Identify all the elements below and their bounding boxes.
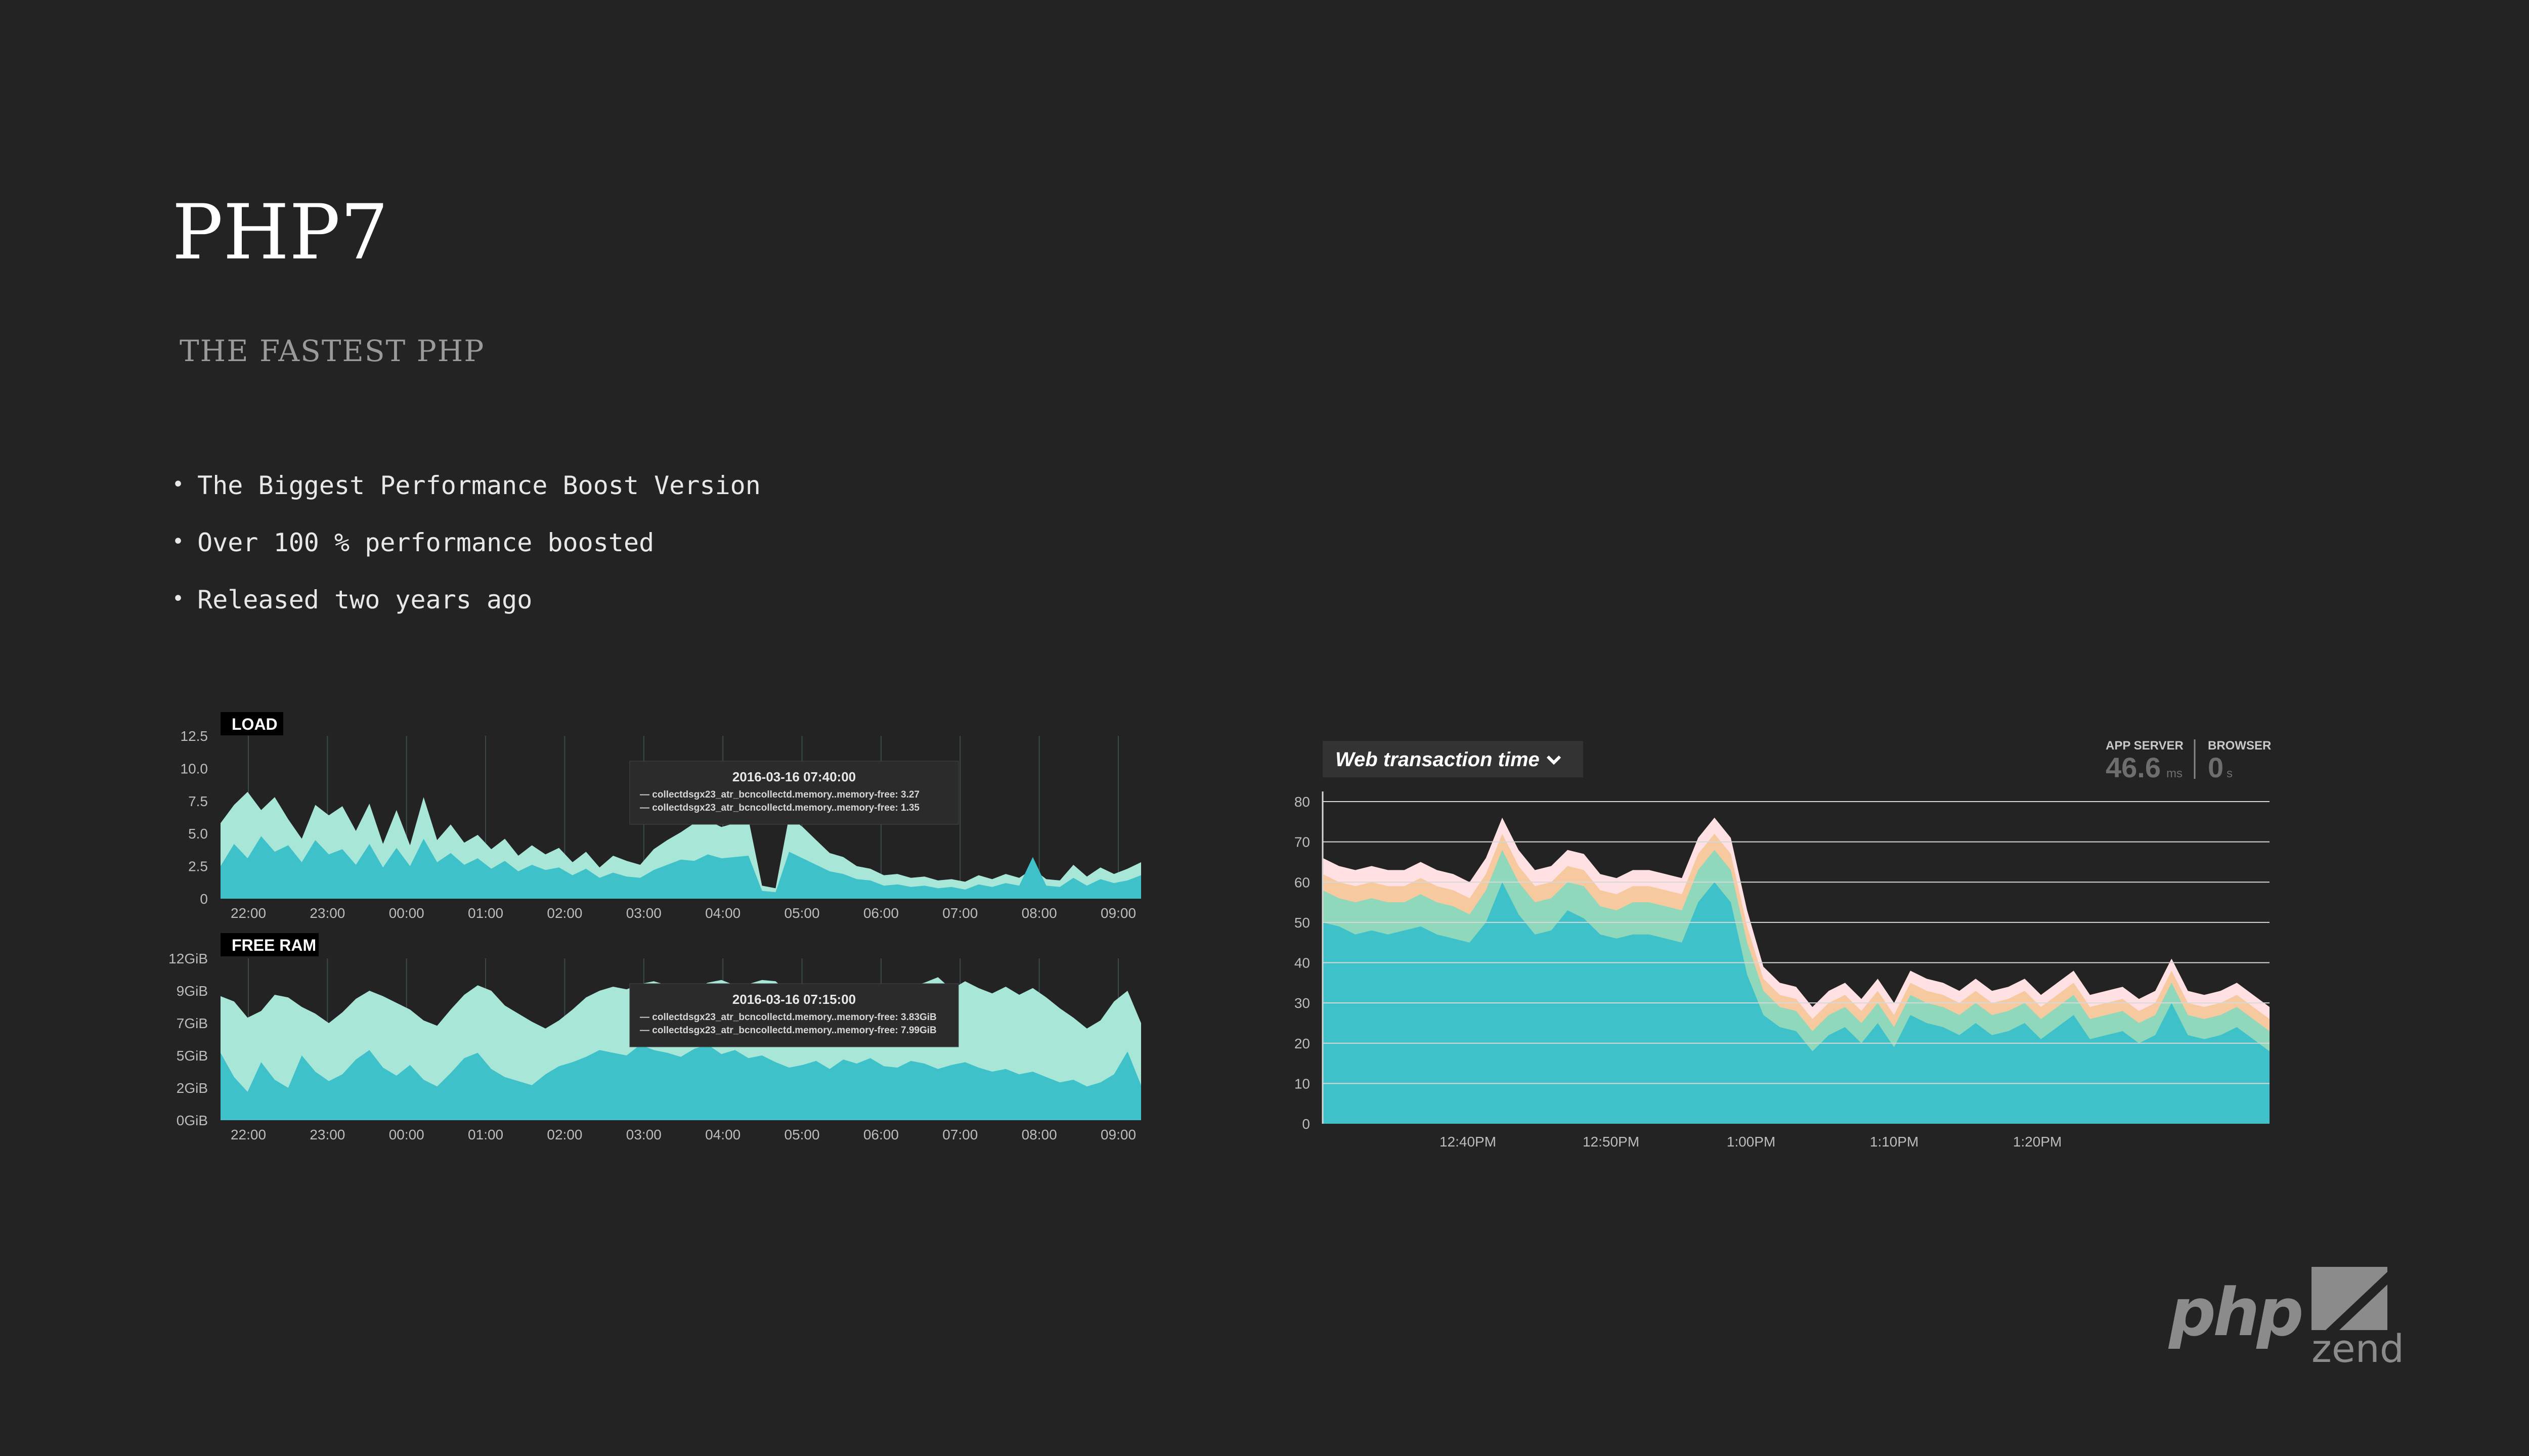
ram-x-tick: 22:00 <box>231 1127 266 1142</box>
web-transaction-x-tick: 1:10PM <box>1870 1134 1919 1150</box>
web-transaction-x-tick: 12:40PM <box>1440 1134 1496 1150</box>
zend-logo-mark <box>2312 1267 2387 1330</box>
ram-x-tick: 05:00 <box>784 1127 820 1142</box>
ram-tooltip-row: — collectdsgx23_atr_bcncollectd.memory..… <box>640 1025 937 1036</box>
ram-chart: FREE RAM 0GiB 2GiB 5GiB 7GiB 9GiB 12GiB 22:00… <box>168 933 1141 1142</box>
load-tooltip-box <box>629 761 959 825</box>
ram-x-tick: 03:00 <box>626 1127 662 1142</box>
web-transaction-dropdown[interactable] <box>1323 741 1583 777</box>
zend-logo-text: zend <box>2312 1326 2404 1371</box>
stat-app-server-unit: ms <box>2166 767 2183 780</box>
php-logo: php <box>2168 1274 2304 1351</box>
web-transaction-y-tick: 0 <box>1302 1116 1310 1132</box>
bullet-item: The Biggest Performance Boost Version <box>172 465 761 522</box>
bullet-list: The Biggest Performance Boost Version Ov… <box>172 465 761 637</box>
ram-x-tick: 02:00 <box>547 1127 582 1142</box>
ram-x-tick: 08:00 <box>1022 1127 1057 1142</box>
ram-tooltip-row: — collectdsgx23_atr_bcncollectd.memory..… <box>640 1012 937 1023</box>
web-transaction-y-tick: 60 <box>1294 874 1310 890</box>
load-tooltip: 2016-03-16 07:40:00 — collectdsgx23_atr_… <box>629 761 959 825</box>
load-x-tick: 04:00 <box>705 905 740 921</box>
ram-y-tick: 5GiB <box>177 1048 208 1064</box>
stat-app-server-value: 46.6 <box>2106 752 2161 783</box>
slide-title: PHP7 <box>172 189 389 277</box>
ram-tooltip-box <box>629 983 959 1047</box>
web-transaction-y-tick: 40 <box>1294 955 1310 971</box>
ram-y-tick: 0GiB <box>177 1113 208 1128</box>
load-y-tick: 2.5 <box>188 859 208 874</box>
load-y-tick: 12.5 <box>181 728 208 744</box>
load-y-tick: 5.0 <box>188 826 208 842</box>
web-transaction-x-tick: 1:00PM <box>1727 1134 1776 1150</box>
web-transaction-y-tick: 50 <box>1294 915 1310 931</box>
ram-x-tick: 00:00 <box>389 1127 424 1142</box>
load-x-tick: 01:00 <box>468 905 503 921</box>
load-x-tick: 02:00 <box>547 905 582 921</box>
load-y-tick: 0 <box>200 891 208 907</box>
bullet-item: Released two years ago <box>172 580 761 637</box>
web-transaction-title: Web transaction time <box>1335 748 1540 771</box>
web-transaction-y-tick: 20 <box>1294 1036 1310 1051</box>
slide-subtitle: THE FASTEST PHP <box>180 334 485 368</box>
web-transaction-x-tick: 12:50PM <box>1583 1134 1639 1150</box>
stat-app-server-label: APP SERVER <box>2106 739 2184 753</box>
ram-series-2-area <box>221 1044 1141 1120</box>
web-transaction-y-tick: 70 <box>1294 834 1310 850</box>
load-x-tick: 22:00 <box>231 905 266 921</box>
ram-chart-title: FREE RAM <box>232 936 316 954</box>
ram-y-tick: 12GiB <box>168 951 208 966</box>
web-transaction-chart: Web transaction time APP SERVER 46.6 ms … <box>1294 739 2272 1150</box>
load-x-tick: 06:00 <box>863 905 899 921</box>
web-transaction-y-tick: 30 <box>1294 995 1310 1011</box>
load-y-tick: 10.0 <box>181 761 208 776</box>
load-tooltip-row: — collectdsgx23_atr_bcncollectd.memory..… <box>640 789 920 800</box>
load-x-tick: 05:00 <box>784 905 820 921</box>
load-x-tick: 09:00 <box>1101 905 1136 921</box>
ram-x-tick: 06:00 <box>863 1127 899 1142</box>
ram-tooltip-title: 2016-03-16 07:15:00 <box>732 992 856 1007</box>
load-series-2-area <box>221 836 1141 899</box>
ram-y-tick: 2GiB <box>177 1080 208 1096</box>
web-transaction-x-tick: 1:20PM <box>2013 1134 2062 1150</box>
load-chart-title: LOAD <box>232 715 278 733</box>
zend-logo: zend <box>2312 1267 2404 1371</box>
load-chart-title-chip <box>221 712 283 735</box>
load-y-tick: 7.5 <box>188 793 208 809</box>
load-x-tick: 07:00 <box>942 905 978 921</box>
load-chart: LOAD 0 2.5 5.0 7.5 10.0 12.5 22:00 23:00 00:00 0… <box>181 712 1141 921</box>
web-transaction-series-1-area <box>1323 882 2270 1124</box>
php-logo-text: php <box>2168 1274 2301 1351</box>
load-x-tick: 00:00 <box>389 905 424 921</box>
chevron-down-icon[interactable] <box>1546 755 1561 765</box>
ram-x-tick: 01:00 <box>468 1127 503 1142</box>
ram-y-tick: 9GiB <box>177 983 208 999</box>
ram-x-tick: 09:00 <box>1101 1127 1136 1142</box>
ram-y-tick: 7GiB <box>177 1016 208 1031</box>
load-x-tick: 23:00 <box>310 905 345 921</box>
zend-logo-slash <box>2326 1272 2387 1330</box>
ram-x-tick: 23:00 <box>310 1127 345 1142</box>
stat-browser-label: BROWSER <box>2208 739 2271 753</box>
load-tooltip-title: 2016-03-16 07:40:00 <box>732 769 856 784</box>
web-transaction-y-tick: 80 <box>1294 794 1310 810</box>
load-x-tick: 08:00 <box>1022 905 1057 921</box>
stat-browser-unit: s <box>2227 767 2233 780</box>
load-x-tick: 03:00 <box>626 905 662 921</box>
web-transaction-y-tick: 10 <box>1294 1076 1310 1091</box>
load-tooltip-row: — collectdsgx23_atr_bcncollectd.memory..… <box>640 803 920 813</box>
ram-x-tick: 04:00 <box>705 1127 740 1142</box>
stat-browser-value: 0 <box>2208 752 2223 783</box>
ram-chart-title-chip <box>221 933 319 956</box>
bullet-item: Over 100 % performance boosted <box>172 522 761 580</box>
ram-x-tick: 07:00 <box>942 1127 978 1142</box>
ram-tooltip: 2016-03-16 07:15:00 — collectdsgx23_atr_… <box>629 983 959 1047</box>
